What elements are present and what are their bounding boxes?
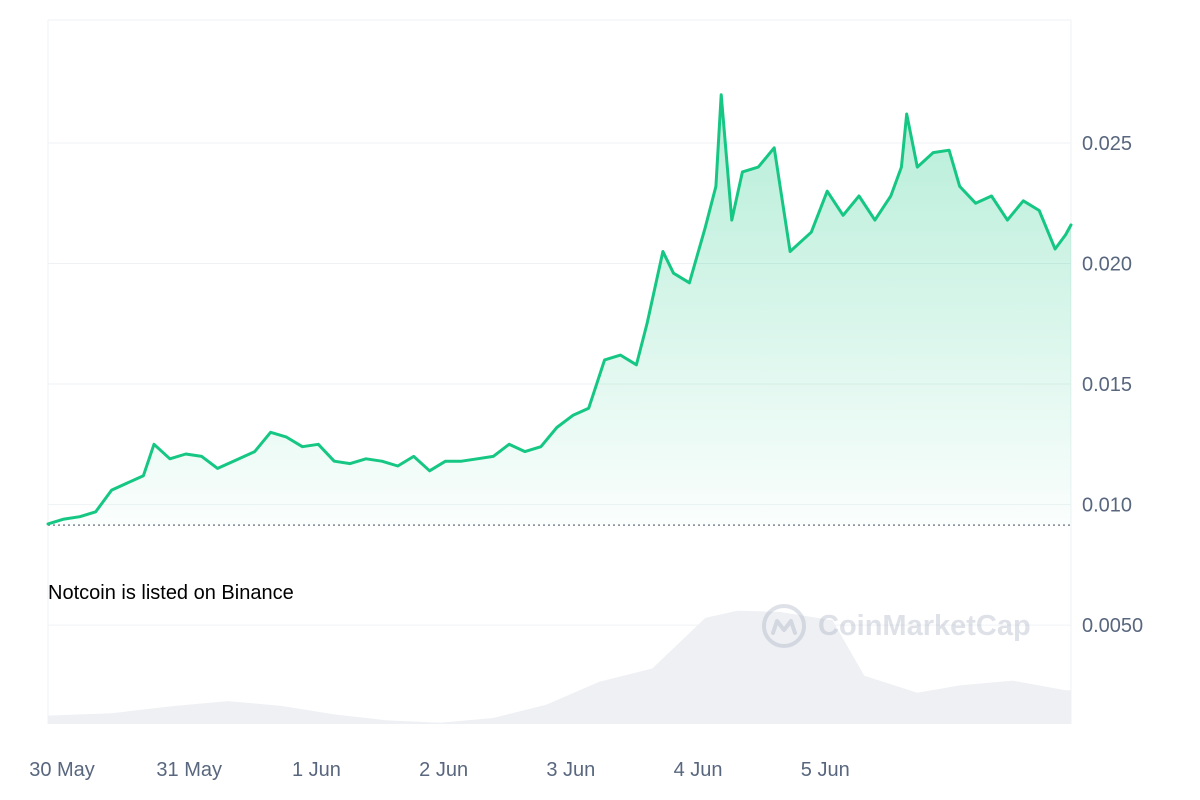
y-tick-label: 0.020	[1082, 254, 1132, 276]
x-tick-label: 1 Jun	[292, 759, 341, 781]
price-line	[46, 93, 1073, 526]
y-tick-label: 0.015	[1082, 374, 1132, 396]
price-area-fill	[48, 94, 1071, 526]
x-tick-label: 5 Jun	[801, 759, 850, 781]
x-tick-label: 30 May	[29, 759, 95, 781]
coinmarketcap-logo-icon	[762, 604, 806, 648]
x-tick-label: 4 Jun	[674, 759, 723, 781]
x-tick-label: 3 Jun	[546, 759, 595, 781]
y-tick-label: 0.025	[1082, 133, 1132, 155]
coinmarketcap-watermark: CoinMarketCap	[760, 602, 1031, 650]
x-tick-label: 31 May	[156, 759, 222, 781]
y-tick-label: 0.0050	[1082, 615, 1143, 637]
listing-annotation: Notcoin is listed on Binance	[48, 582, 294, 604]
watermark-text: CoinMarketCap	[818, 609, 1031, 642]
x-tick-label: 2 Jun	[419, 759, 468, 781]
volume-area	[48, 610, 1071, 724]
x-axis-labels: 30 May 31 May 1 Jun 2 Jun 3 Jun 4 Jun 5 Jun	[29, 759, 850, 781]
y-axis-labels: 0.025 0.020 0.015 0.010 0.0050	[1082, 133, 1143, 637]
y-tick-label: 0.010	[1082, 495, 1132, 517]
